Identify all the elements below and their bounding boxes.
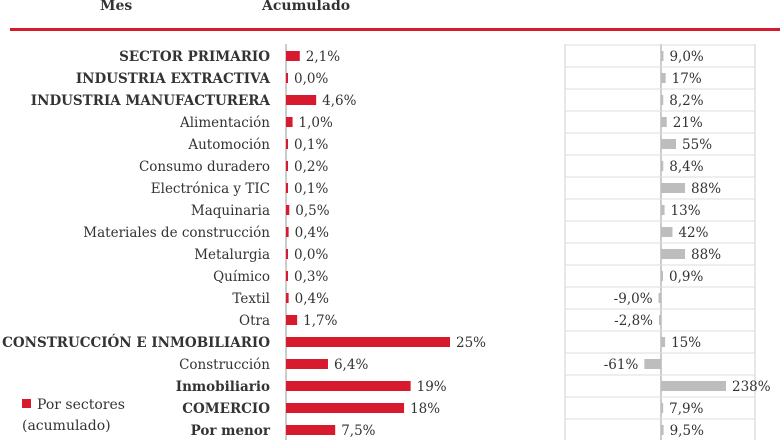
category-label: Electrónica y TIC	[151, 181, 270, 197]
gray-bar	[661, 425, 664, 435]
category-label: SECTOR PRIMARIO	[119, 49, 270, 65]
red-bar-label: 6,4%	[334, 357, 368, 373]
category-label: Químico	[213, 269, 270, 285]
red-bar-label: 1,7%	[303, 313, 337, 329]
red-bar	[286, 117, 293, 127]
red-bar	[286, 381, 411, 391]
gray-bar-label: 21%	[673, 115, 703, 131]
red-bar-label: 0,4%	[295, 291, 329, 307]
gray-bar-label: 42%	[678, 225, 708, 241]
red-bar-label: 18%	[410, 401, 440, 417]
gray-bar-label: 13%	[671, 203, 701, 219]
category-label: Automoción	[187, 137, 270, 153]
gray-bar	[661, 337, 666, 347]
gray-bar	[661, 73, 666, 83]
red-bar-label: 19%	[417, 379, 447, 395]
category-label: INDUSTRIA EXTRACTIVA	[76, 71, 271, 87]
gray-bar-label: -2,8%	[614, 313, 653, 329]
red-bar	[286, 95, 317, 105]
red-bar	[286, 139, 288, 149]
category-label: Alimentación	[179, 115, 270, 131]
red-bar	[286, 227, 289, 237]
red-bar	[286, 205, 290, 215]
red-bar-label: 0,4%	[295, 225, 329, 241]
gray-bar	[661, 51, 664, 61]
gray-bar	[661, 271, 663, 281]
category-label: COMERCIO	[182, 401, 270, 417]
red-bar-label: 0,0%	[294, 71, 328, 87]
gray-bar	[661, 403, 664, 413]
gray-bar-label: 7,9%	[669, 401, 703, 417]
category-label: CONSTRUCCIÓN E INMOBILIARIO	[2, 334, 270, 351]
red-bar-label: 4,6%	[322, 93, 356, 109]
gray-bar-label: -61%	[604, 357, 639, 373]
red-bar	[286, 293, 289, 303]
red-bar-label: 0,1%	[294, 137, 328, 153]
gray-bar-label: 9,5%	[670, 423, 704, 439]
header-mes: Mes	[100, 0, 133, 14]
category-label: Consumo duradero	[139, 159, 270, 175]
red-bar	[286, 249, 288, 259]
red-bar	[286, 359, 328, 369]
red-bar-label: 0,5%	[295, 203, 329, 219]
red-bar-label: 2,1%	[306, 49, 340, 65]
gray-bar	[661, 249, 686, 259]
header-acumulado: Acumulado	[262, 0, 351, 14]
gray-bar	[661, 183, 686, 193]
red-bar	[286, 271, 288, 281]
gray-bar	[661, 381, 726, 391]
red-bar-label: 0,1%	[294, 181, 328, 197]
category-label: Maquinaria	[191, 203, 270, 219]
gray-bar-label: 15%	[671, 335, 701, 351]
gray-bar	[661, 161, 664, 171]
red-bar	[286, 73, 288, 83]
red-bar	[286, 403, 405, 413]
red-bar-label: 0,2%	[294, 159, 328, 175]
gray-bar	[661, 227, 673, 237]
red-bar-label: 0,3%	[294, 269, 328, 285]
legend-swatch	[22, 399, 31, 408]
gray-bar-label: 238%	[732, 379, 771, 395]
gray-bar-label: 9,0%	[669, 49, 703, 65]
red-bar-label: 1,0%	[299, 115, 333, 131]
category-label: Construcción	[179, 357, 270, 373]
header-rule	[10, 28, 780, 31]
gray-bar	[658, 293, 661, 303]
red-bar-label: 25%	[456, 335, 486, 351]
gray-bar-label: 8,2%	[669, 93, 703, 109]
category-label: Textil	[232, 291, 270, 307]
gray-bar-label: 8,4%	[669, 159, 703, 175]
red-bar	[286, 315, 298, 325]
category-label: Materiales de construcción	[83, 225, 270, 241]
legend: Por sectores (acumulado)	[22, 395, 125, 437]
gray-bar-label: -9,0%	[614, 291, 653, 307]
gray-bar	[661, 95, 664, 105]
gray-bar-label: 17%	[672, 71, 702, 87]
category-label: Por menor	[191, 423, 271, 439]
red-bar	[286, 425, 336, 435]
gray-bar-label: 55%	[682, 137, 712, 153]
red-bar	[286, 51, 300, 61]
gray-bar	[659, 315, 661, 325]
red-bar	[286, 183, 288, 193]
red-bar	[286, 161, 288, 171]
gray-bar-label: 88%	[691, 247, 721, 263]
red-bar	[286, 337, 450, 347]
category-label: Otra	[239, 313, 270, 329]
gray-bar-label: 88%	[691, 181, 721, 197]
red-bar-label: 7,5%	[341, 423, 375, 439]
gray-bar-label: 0,9%	[669, 269, 703, 285]
gray-bar	[644, 359, 661, 369]
legend-line2: (acumulado)	[22, 418, 111, 434]
red-bar-label: 0,0%	[294, 247, 328, 263]
category-label: INDUSTRIA MANUFACTURERA	[31, 93, 271, 109]
legend-line1: Por sectores	[37, 397, 125, 413]
gray-bar	[661, 205, 665, 215]
gray-bar	[661, 117, 667, 127]
gray-bar	[661, 139, 677, 149]
category-label: Metalurgia	[194, 247, 270, 263]
category-label: Inmobiliario	[176, 379, 270, 395]
